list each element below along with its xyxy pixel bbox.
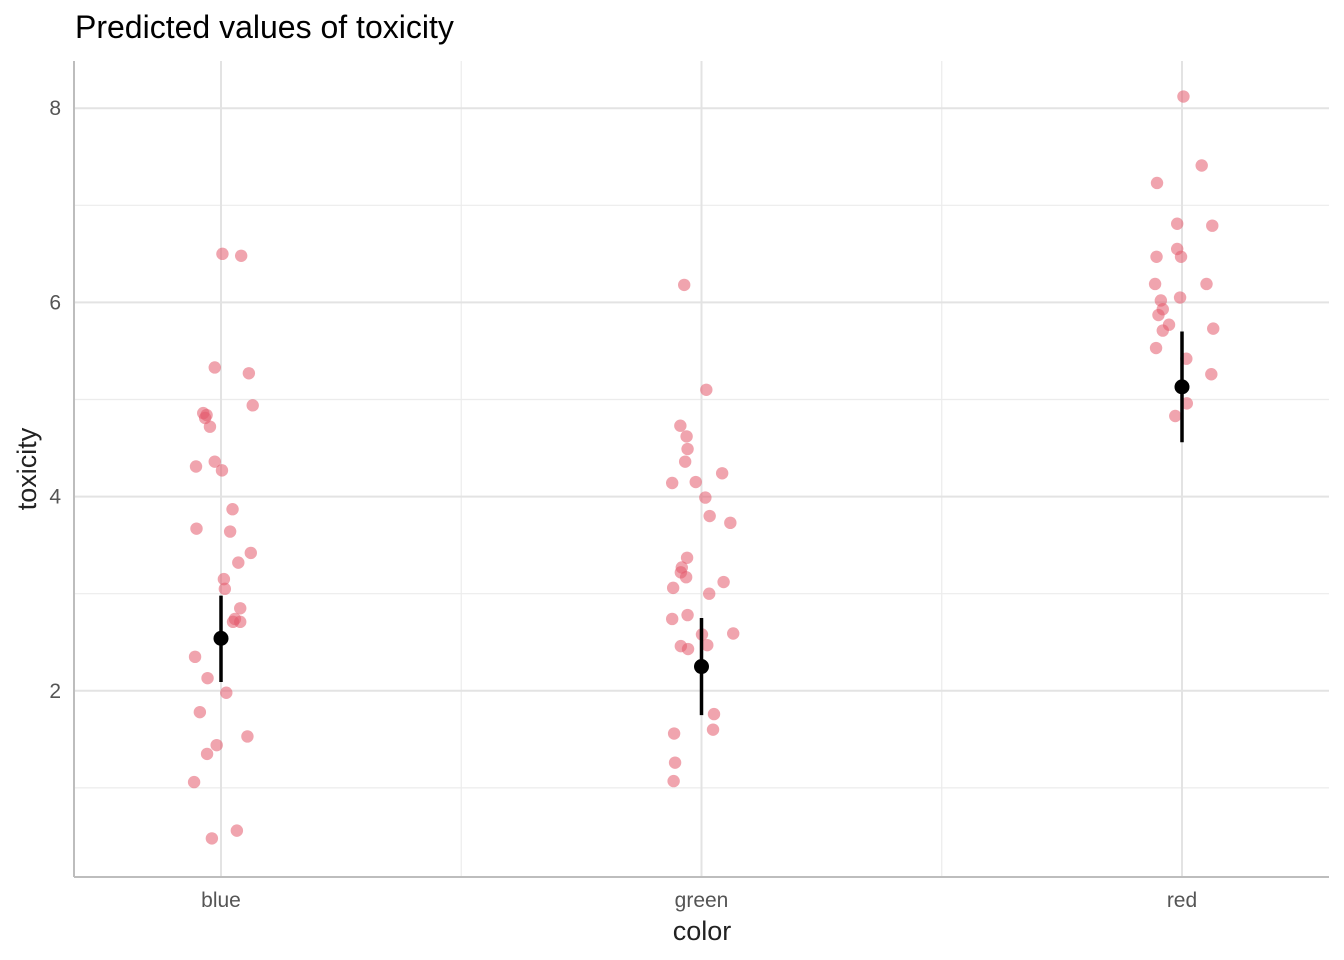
raw-point-green — [681, 608, 694, 622]
predicted-point-red — [1174, 379, 1190, 395]
raw-point-blue — [210, 738, 223, 752]
raw-point-blue — [203, 420, 217, 433]
raw-point-green — [680, 551, 694, 564]
raw-point-green — [724, 516, 737, 530]
y-tick-label: 6 — [49, 291, 61, 314]
raw-point-green — [715, 467, 729, 480]
raw-point-green — [700, 383, 713, 396]
raw-point-red — [1205, 368, 1218, 381]
raw-point-green — [679, 570, 693, 584]
raw-point-green — [727, 627, 740, 640]
raw-point-green — [703, 509, 716, 523]
raw-point-blue — [234, 602, 247, 615]
raw-point-blue — [216, 247, 229, 261]
x-axis-title: color — [673, 916, 732, 946]
raw-point-blue — [232, 556, 245, 569]
raw-point-red — [1148, 277, 1162, 291]
raw-point-red — [1169, 409, 1182, 423]
raw-point-green — [680, 430, 693, 443]
raw-point-green — [702, 587, 716, 600]
raw-point-blue — [226, 503, 239, 516]
raw-point-red — [1150, 176, 1164, 190]
raw-point-red — [1207, 322, 1220, 335]
x-tick-label-blue: blue — [201, 889, 241, 912]
raw-point-blue — [208, 455, 221, 468]
raw-point-red — [1195, 159, 1208, 172]
raw-point-green — [666, 581, 680, 595]
raw-point-blue — [226, 615, 240, 629]
raw-point-green — [717, 575, 730, 589]
y-tick-label: 2 — [49, 680, 61, 703]
raw-point-red — [1152, 308, 1165, 322]
raw-point-blue — [190, 522, 203, 535]
major-gridlines — [74, 61, 1329, 877]
raw-point-blue — [220, 686, 233, 699]
raw-point-blue — [246, 399, 259, 412]
raw-point-red — [1150, 250, 1163, 263]
raw-point-blue — [215, 464, 229, 477]
predicted-values — [213, 379, 1190, 675]
chart-title: Predicted values of toxicity — [75, 9, 454, 45]
raw-point-blue — [223, 525, 237, 538]
raw-point-green — [681, 442, 694, 456]
y-axis-title: toxicity — [12, 427, 42, 510]
raw-point-green — [681, 642, 695, 656]
raw-point-red — [1200, 277, 1213, 291]
raw-point-blue — [187, 775, 201, 789]
raw-point-red — [1149, 341, 1163, 355]
raw-point-blue — [241, 730, 254, 743]
y-tick-labels: 2 4 6 8 — [49, 97, 61, 703]
raw-point-red — [1206, 219, 1219, 232]
raw-point-blue — [208, 361, 221, 374]
x-tick-label-green: green — [675, 889, 729, 912]
y-tick-label: 4 — [49, 486, 61, 509]
raw-point-green — [707, 707, 721, 721]
raw-point-red — [1173, 291, 1187, 304]
raw-point-red — [1156, 324, 1169, 337]
raw-point-red — [1170, 217, 1184, 230]
raw-point-blue — [244, 546, 257, 560]
x-tick-labels: blue green red — [201, 889, 1197, 912]
raw-point-blue — [230, 824, 244, 837]
raw-point-green — [689, 475, 702, 489]
predicted-point-blue — [213, 630, 229, 646]
raw-point-green — [699, 491, 712, 504]
raw-data-points — [187, 90, 1220, 845]
raw-point-red — [1177, 90, 1190, 103]
raw-point-blue — [234, 249, 248, 262]
raw-point-blue — [193, 705, 207, 719]
raw-point-red — [1174, 250, 1188, 263]
raw-point-green — [706, 723, 720, 736]
raw-point-green — [678, 278, 691, 292]
raw-point-blue — [205, 832, 219, 845]
raw-point-green — [667, 727, 681, 740]
raw-point-blue — [201, 671, 214, 685]
raw-point-blue — [242, 367, 256, 380]
raw-point-green — [665, 476, 679, 490]
raw-point-blue — [218, 582, 232, 596]
raw-point-green — [667, 774, 680, 788]
x-tick-label-red: red — [1167, 889, 1197, 912]
y-tick-label: 8 — [49, 97, 61, 120]
raw-point-green — [674, 419, 687, 432]
raw-point-blue — [188, 650, 202, 664]
predicted-point-green — [694, 659, 709, 675]
raw-point-blue — [189, 460, 203, 473]
raw-point-green — [701, 638, 714, 652]
raw-point-green — [678, 455, 692, 468]
raw-point-blue — [217, 572, 231, 586]
raw-point-blue — [200, 747, 214, 761]
raw-point-green — [668, 756, 682, 769]
raw-point-green — [665, 612, 679, 626]
